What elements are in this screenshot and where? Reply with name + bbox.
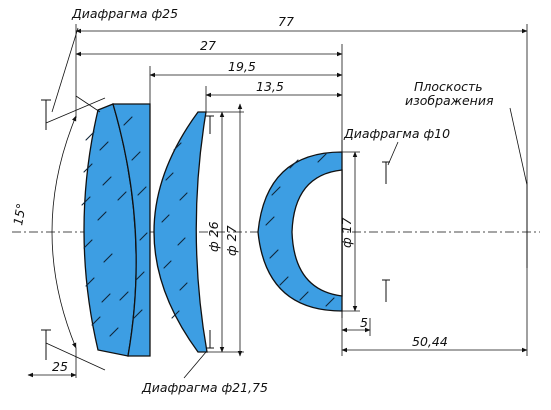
dim-length-50-44: 50,44 (412, 334, 448, 349)
dim-diameter-26: ф 26 (206, 221, 221, 252)
lens-element-middle (153, 111, 208, 353)
stop-markers (41, 99, 390, 360)
dim-total-length: 77 (278, 14, 294, 29)
dim-length-13-5: 13,5 (256, 79, 284, 94)
label-stop-25: Диафрагма ф25 (71, 6, 178, 21)
dim-length-25: 25 (52, 359, 68, 374)
dim-angle-15: 15° (10, 202, 29, 226)
lens-element-front (83, 103, 151, 357)
dim-length-19-5: 19,5 (228, 59, 256, 74)
label-image-plane-line2: изображения (405, 93, 494, 108)
label-image-plane-line1: Плоскость (414, 79, 483, 94)
lens-element-rear (257, 140, 343, 318)
dim-diameter-17: ф 17 (339, 217, 354, 248)
dim-diameter-27: ф 27 (224, 225, 239, 256)
label-stop-10: Диафрагма ф10 (343, 126, 450, 141)
label-stop-21-75: Диафрагма ф21,75 (141, 380, 268, 395)
field-angle-arc (51, 115, 77, 349)
dim-length-5: 5 (360, 315, 368, 330)
dim-length-27: 27 (200, 38, 216, 53)
glass-hatching (81, 116, 335, 337)
